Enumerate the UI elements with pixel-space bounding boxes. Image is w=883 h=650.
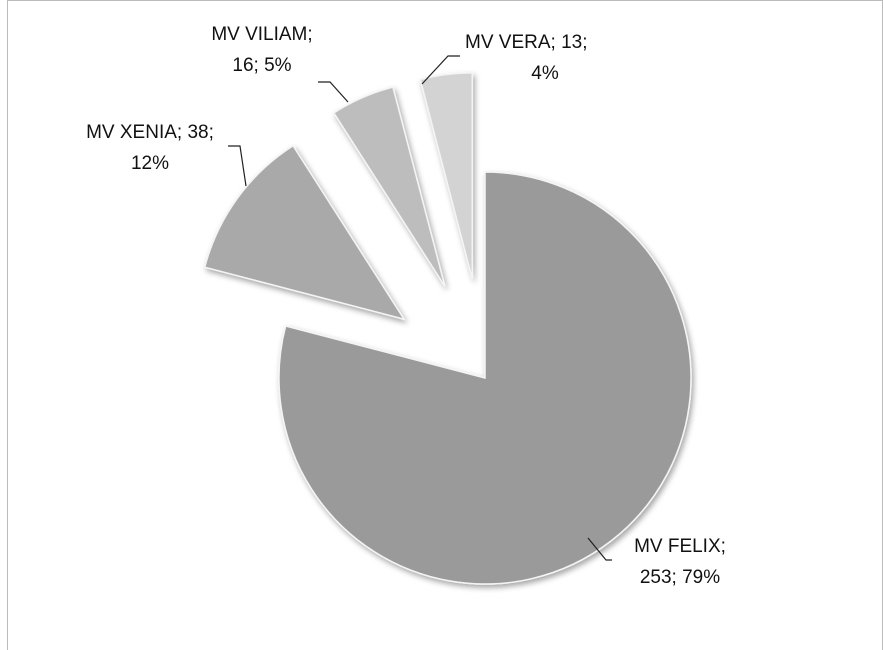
data-label: MV VILIAM; (211, 24, 312, 45)
category-name: MV VERA (465, 32, 551, 53)
value-label: 4% (531, 63, 559, 84)
leader-line (587, 537, 612, 561)
leader-line (318, 81, 349, 103)
value-label: ; (307, 24, 312, 45)
leader-line (228, 145, 247, 187)
category-name: MV VILIAM (211, 24, 307, 45)
pie-slice (419, 72, 474, 280)
slices (203, 72, 692, 585)
labels: MV FELIX;253; 79%MV XENIA; 38;12%MV VILI… (86, 24, 726, 588)
value-label: ; 38; (177, 122, 214, 143)
leader-line (421, 55, 460, 85)
value-label: ; 13; (551, 32, 588, 53)
pie-slice (278, 171, 692, 585)
pie-slice (203, 144, 406, 321)
pie-slice (332, 86, 446, 287)
value-label: 253; 79% (640, 567, 720, 588)
value-label: 16; 5% (232, 55, 291, 76)
value-label: ; (721, 536, 726, 557)
value-label: 12% (131, 153, 169, 174)
data-label: MV VERA; 13; (465, 32, 588, 53)
category-name: MV FELIX (634, 536, 721, 557)
data-label: MV XENIA; 38; (86, 122, 214, 143)
category-name: MV XENIA (86, 122, 177, 143)
data-label: MV FELIX; (634, 536, 726, 557)
